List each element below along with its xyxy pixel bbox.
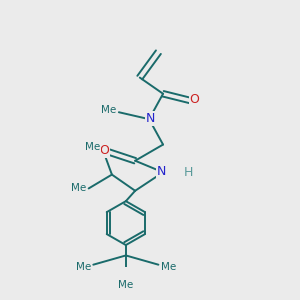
Text: Me: Me (85, 142, 100, 152)
Text: O: O (190, 93, 200, 106)
Text: H: H (184, 166, 193, 179)
Text: N: N (157, 165, 167, 178)
Text: Me: Me (101, 105, 116, 115)
Text: O: O (99, 144, 109, 157)
Text: Me: Me (71, 184, 86, 194)
Text: Me: Me (161, 262, 176, 272)
Text: Me: Me (118, 280, 134, 290)
Text: N: N (146, 112, 155, 124)
Text: Me: Me (76, 262, 91, 272)
